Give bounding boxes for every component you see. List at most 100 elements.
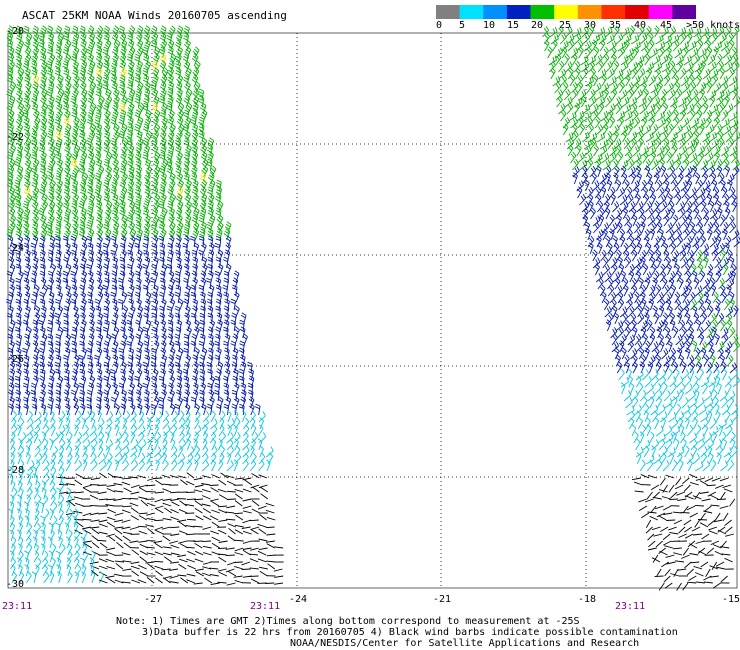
wind-barb xyxy=(118,347,125,360)
wind-barb xyxy=(657,186,665,199)
wind-barb xyxy=(71,179,79,192)
wind-barb xyxy=(686,284,693,297)
wind-barb xyxy=(32,354,39,367)
wind-barb xyxy=(662,277,668,290)
wind-barb xyxy=(80,102,87,115)
wind-barb xyxy=(112,340,119,353)
wind-barb xyxy=(716,165,723,178)
wind-barb xyxy=(677,341,685,353)
wind-barb xyxy=(127,102,135,115)
wind-barb xyxy=(128,368,135,381)
wind-barb xyxy=(9,263,16,276)
wind-barb xyxy=(98,558,108,563)
wind-barb xyxy=(55,207,63,220)
wind-barb xyxy=(582,172,589,185)
wind-barb xyxy=(242,452,249,465)
wind-barb xyxy=(24,74,31,87)
wind-barb xyxy=(224,221,232,234)
wind-barb xyxy=(112,214,119,227)
wind-barb xyxy=(223,389,230,402)
note-line-3: NOAA/NESDIS/Center for Satellite Applica… xyxy=(290,638,640,649)
wind-barb xyxy=(48,347,55,360)
wind-barb xyxy=(64,144,71,157)
wind-barb xyxy=(716,96,724,108)
wind-barb xyxy=(47,165,54,178)
wind-barb xyxy=(151,179,159,192)
wind-barb xyxy=(118,116,125,129)
wind-barb xyxy=(26,418,34,430)
wind-barb xyxy=(103,263,109,276)
wind-barb xyxy=(676,235,684,248)
wind-barb xyxy=(642,263,649,276)
wind-barb xyxy=(693,137,700,150)
wind-barb xyxy=(257,558,267,563)
wind-barb xyxy=(658,489,668,493)
wind-barb xyxy=(731,445,738,458)
wind-barb xyxy=(80,151,88,164)
wind-barb xyxy=(224,312,230,325)
wind-barb xyxy=(64,396,70,409)
wind-barb xyxy=(135,319,141,332)
wind-barb xyxy=(51,445,59,458)
wind-barb xyxy=(686,179,693,192)
wind-barb xyxy=(8,466,14,479)
wind-barb xyxy=(178,540,188,544)
wind-barb xyxy=(218,494,228,500)
wind-barb xyxy=(234,539,244,542)
wind-barb xyxy=(18,564,23,577)
wind-barb xyxy=(169,193,176,206)
wind-barb xyxy=(194,410,201,423)
wind-barb xyxy=(266,543,275,549)
wind-barb xyxy=(122,417,128,430)
wind-barb xyxy=(43,438,49,451)
wind-barb xyxy=(569,74,576,87)
wind-barb xyxy=(177,396,184,409)
wind-barb xyxy=(161,207,168,220)
wind-barb xyxy=(32,186,40,199)
wind-barb xyxy=(104,403,111,416)
wind-barb xyxy=(9,396,15,409)
wind-barb xyxy=(145,193,152,206)
wind-barb xyxy=(186,452,194,465)
wind-barb xyxy=(200,270,207,283)
wind-barb xyxy=(683,484,691,492)
wind-barb xyxy=(600,186,607,199)
wind-barb xyxy=(644,410,649,423)
wind-barb xyxy=(134,186,141,199)
wind-barb xyxy=(678,526,686,534)
wind-barb xyxy=(16,319,22,332)
wind-barb xyxy=(121,333,128,346)
wind-barb xyxy=(257,505,267,510)
wind-barb xyxy=(104,214,112,227)
wind-barb xyxy=(192,368,199,381)
wind-barb xyxy=(71,130,79,143)
colorbar-swatch xyxy=(459,5,484,19)
wind-barb xyxy=(122,568,132,571)
wind-barb xyxy=(657,404,666,416)
wind-barb xyxy=(48,550,54,563)
wind-barb xyxy=(700,411,709,423)
wind-barb xyxy=(121,526,131,530)
wind-barb xyxy=(693,95,700,108)
wind-barb xyxy=(178,410,185,423)
wind-barb xyxy=(159,242,166,255)
wind-barb xyxy=(191,172,198,185)
wind-barb xyxy=(240,396,247,409)
wind-barb xyxy=(114,512,124,516)
wind-barb xyxy=(638,277,644,290)
wind-barb xyxy=(649,116,656,129)
wind-barb xyxy=(581,95,587,108)
wind-barb xyxy=(700,377,710,388)
wind-barb xyxy=(607,137,614,150)
wind-barb xyxy=(146,552,156,556)
wind-barb xyxy=(649,396,655,409)
wind-barb xyxy=(693,533,703,536)
wind-barb xyxy=(31,228,39,241)
wind-barb xyxy=(230,298,236,311)
wind-barb xyxy=(26,452,31,465)
wind-barb xyxy=(652,277,658,290)
wind-barb xyxy=(672,214,679,227)
wind-barb xyxy=(617,74,624,87)
wind-barb xyxy=(135,284,142,297)
wind-barb xyxy=(112,158,119,171)
